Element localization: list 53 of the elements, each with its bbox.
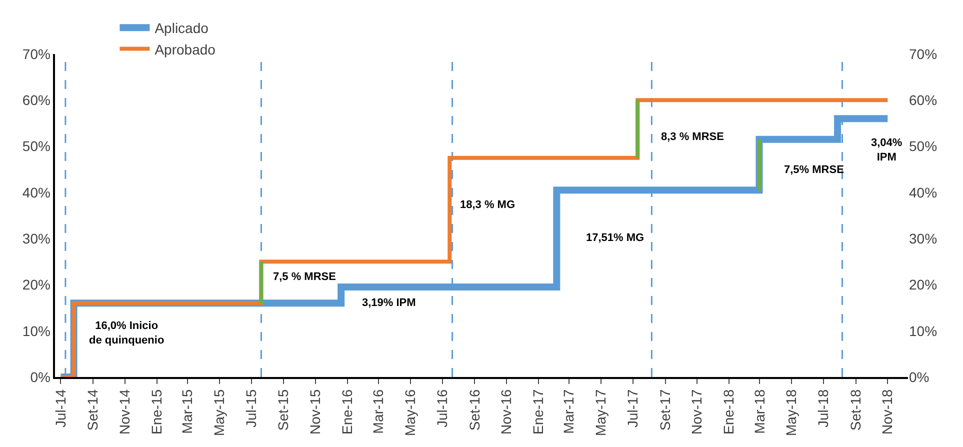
y2-tick-label: 10% [909, 322, 938, 339]
y-tick-label: 40% [22, 184, 50, 200]
x-tick-label: Jul-18 [814, 389, 831, 428]
annotation: 7,5% MRSE [784, 164, 844, 176]
x-tick-label: Jul-14 [52, 389, 68, 428]
x-tick-label: May-18 [783, 389, 800, 436]
x-tick-label: Nov-18 [879, 389, 896, 434]
x-tick-label: Set-14 [84, 389, 101, 431]
x-tick-label: Ene-16 [338, 389, 355, 435]
y2-tick-label: 60% [909, 92, 938, 108]
x-tick-label: Mar-15 [179, 389, 196, 434]
x-tick-label: Ene-15 [148, 389, 164, 435]
x-tick-label: Set-17 [656, 389, 673, 431]
y-tick-label: 50% [22, 138, 50, 154]
x-tick-label: Jul-16 [434, 389, 450, 428]
annotation: 16,0% Inicio de quinquenio [89, 320, 164, 346]
legend-label: Aplicado [154, 20, 209, 36]
x-tick-label: Mar-16 [370, 389, 386, 434]
x-tick-label: May-17 [592, 389, 609, 436]
y2-tick-label: 70% [909, 46, 938, 62]
legend-label: Aprobado [154, 41, 216, 58]
y-tick-label: 30% [22, 230, 50, 246]
x-tick-label: Mar-18 [751, 389, 768, 434]
y2-tick-label: 0% [909, 368, 930, 385]
x-tick-label: Set-18 [847, 389, 864, 431]
y-tick-label: 20% [22, 276, 50, 293]
x-tick-label: May-15 [210, 389, 227, 436]
y-tick-label: 10% [22, 322, 50, 339]
annotation: 17,51% MG [586, 232, 644, 244]
annotation: 8,3 % MRSE [661, 131, 724, 143]
y-tick-label: 60% [22, 92, 50, 108]
x-tick-label: Nov-16 [498, 389, 514, 434]
annotation: 18,3 % MG [460, 199, 516, 211]
x-tick-label: Jul-15 [242, 389, 259, 428]
x-tick-label: Set-15 [275, 389, 292, 431]
y2-tick-label: 50% [909, 138, 938, 154]
y2-tick-label: 20% [909, 276, 938, 293]
annotation: 7,5 % MRSE [273, 271, 336, 283]
annotation: 3,04% IPM [871, 137, 902, 164]
y-tick-label: 70% [22, 46, 50, 62]
x-tick-label: May-16 [402, 389, 418, 436]
x-tick-label: Ene-17 [530, 389, 546, 435]
x-tick-label: Nov-15 [307, 389, 324, 434]
x-tick-label: Mar-17 [560, 389, 577, 434]
x-tick-label: Ene-18 [720, 389, 736, 435]
x-tick-label: Nov-17 [688, 389, 705, 434]
annotation: 3,19% IPM [362, 297, 416, 309]
y2-tick-label: 40% [909, 184, 938, 200]
x-tick-label: Set-16 [466, 389, 482, 431]
x-tick-label: Jul-17 [624, 389, 640, 428]
y-tick-label: 0% [30, 368, 50, 385]
y2-tick-label: 30% [909, 230, 938, 246]
x-tick-label: Nov-14 [116, 389, 132, 434]
